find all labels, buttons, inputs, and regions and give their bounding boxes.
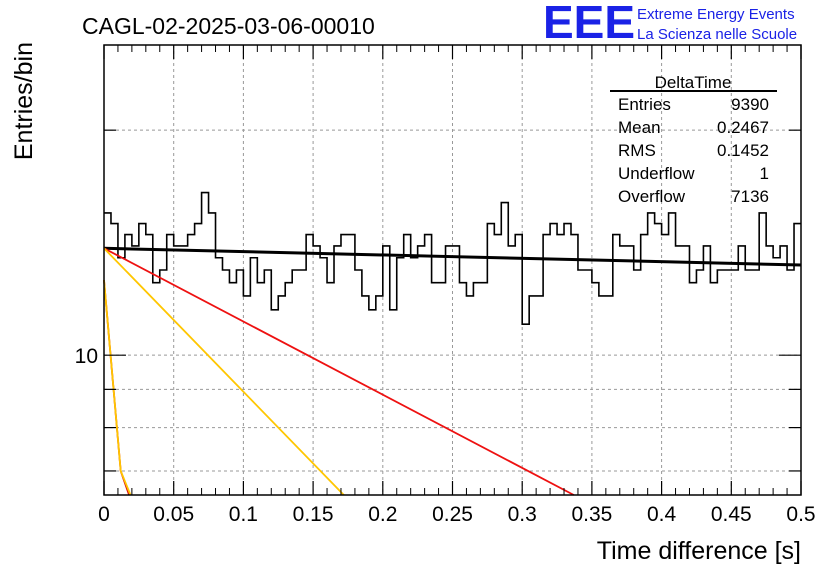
stats-title: DeltaTime xyxy=(655,73,732,92)
fit-lines xyxy=(103,246,802,496)
grid xyxy=(104,45,801,495)
stats-label: Underflow xyxy=(618,164,695,183)
axis-ticks xyxy=(103,45,802,495)
logo-mark: EEE xyxy=(543,0,635,48)
eee-logo: EEE Extreme Energy Events La Scienza nel… xyxy=(543,0,797,48)
logo-line-1: Extreme Energy Events xyxy=(637,6,795,23)
stats-label: Entries xyxy=(618,95,671,114)
stats-label: Mean xyxy=(618,118,661,137)
x-tick-label: 0.2 xyxy=(368,503,397,526)
logo-line-2: La Scienza nelle Scuole xyxy=(637,26,797,43)
stats-value: 1 xyxy=(760,164,769,183)
y-tick-labels: 10 xyxy=(75,345,98,368)
stats-value: 7136 xyxy=(731,187,769,206)
fit-line xyxy=(103,246,802,267)
y-tick-label: 10 xyxy=(75,345,98,368)
x-tick-label: 0.4 xyxy=(647,503,677,526)
x-tick-label: 0.35 xyxy=(571,503,612,526)
x-axis-label: Time difference [s] xyxy=(597,537,801,565)
stats-label: Overflow xyxy=(618,187,686,206)
x-tick-labels: 0 0.05 0.1 0.15 0.2 0.25 0.3 0.35 0.4 0.45 0.5 xyxy=(98,503,815,526)
stats-value: 9390 xyxy=(731,95,769,114)
x-tick-label: 0.5 xyxy=(786,503,815,526)
stats-label: RMS xyxy=(618,141,656,160)
fit-line xyxy=(103,280,130,496)
y-axis-label: Entries/bin xyxy=(10,42,38,160)
x-tick-label: 0.1 xyxy=(229,503,258,526)
x-tick-label: 0.45 xyxy=(711,503,752,526)
stats-value: 0.1452 xyxy=(717,141,769,160)
fit-line xyxy=(103,280,132,496)
x-tick-label: 0.25 xyxy=(432,503,473,526)
x-tick-label: 0.3 xyxy=(508,503,537,526)
stats-box: DeltaTime Entries 9390 Mean 0.2467 RMS 0.1452… xyxy=(610,73,777,206)
x-tick-label: 0 xyxy=(98,503,110,526)
stats-value: 0.2467 xyxy=(717,118,769,137)
x-tick-label: 0.15 xyxy=(293,503,334,526)
fit-line xyxy=(103,247,575,496)
chart-title: CAGL-02-2025-03-06-00010 xyxy=(82,13,375,39)
fit-line xyxy=(103,247,345,496)
x-tick-label: 0.05 xyxy=(153,503,194,526)
